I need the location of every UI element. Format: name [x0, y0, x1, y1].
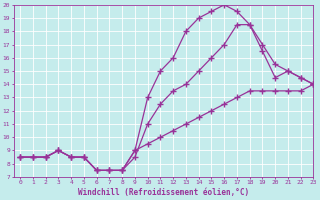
X-axis label: Windchill (Refroidissement éolien,°C): Windchill (Refroidissement éolien,°C)	[78, 188, 249, 197]
